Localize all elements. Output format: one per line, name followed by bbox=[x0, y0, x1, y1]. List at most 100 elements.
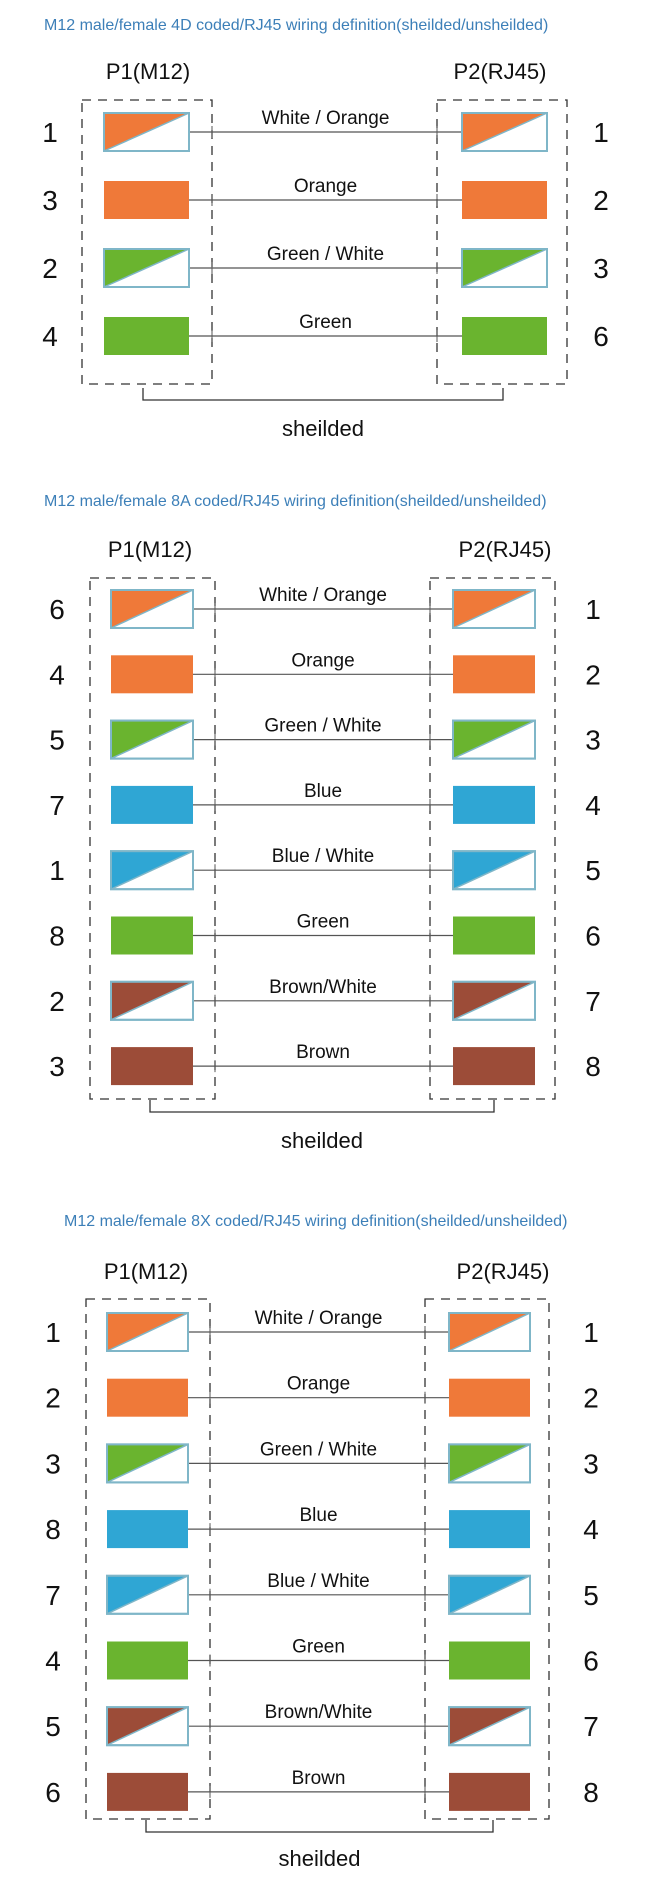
left-pin-swatch bbox=[106, 1312, 189, 1352]
swatch-diagonal bbox=[110, 981, 194, 1021]
left-pin-number: 1 bbox=[49, 855, 65, 886]
right-pin-number: 3 bbox=[583, 1448, 599, 1479]
right-pin-swatch bbox=[452, 589, 536, 629]
left-pin-swatch bbox=[103, 248, 190, 288]
wire-row: 2 3 Green / White bbox=[42, 244, 609, 288]
right-connector-box bbox=[436, 99, 568, 385]
right-pin-swatch bbox=[449, 1510, 530, 1549]
swatch-border bbox=[106, 1443, 189, 1484]
swatch-solid bbox=[107, 1772, 188, 1811]
swatch-border bbox=[110, 850, 194, 891]
wire-row: 4 2 Orange bbox=[49, 650, 601, 694]
swatch-diagonal bbox=[106, 1443, 189, 1484]
wire-label: Green / White bbox=[264, 716, 381, 737]
left-pin-number: 4 bbox=[42, 321, 58, 352]
right-pin-swatch bbox=[453, 785, 535, 824]
wire-label: Brown/White bbox=[265, 1702, 373, 1723]
shield-label: sheilded bbox=[279, 1846, 361, 1871]
wire-row: 1 1 White / Orange bbox=[45, 1308, 599, 1352]
swatch-diagonal bbox=[448, 1443, 531, 1484]
diagram-1: M12 male/female 4D coded/RJ45 wiring def… bbox=[42, 17, 609, 441]
left-pin-number: 2 bbox=[49, 986, 65, 1017]
swatch-solid bbox=[449, 1772, 530, 1811]
wire-row: 7 5 Blue / White bbox=[45, 1571, 599, 1615]
wire-row: 3 8 Brown bbox=[49, 1042, 601, 1086]
left-connector-box bbox=[81, 99, 213, 385]
wire-label: Orange bbox=[291, 650, 354, 671]
shield-bracket bbox=[145, 1820, 494, 1833]
left-pin-swatch bbox=[110, 980, 194, 1021]
right-connector-label: P2(RJ45) bbox=[454, 59, 547, 84]
swatch-solid bbox=[453, 916, 535, 955]
diagram-3: M12 male/female 8X coded/RJ45 wiring def… bbox=[45, 1213, 599, 1871]
left-pin-number: 7 bbox=[49, 790, 65, 821]
shield-bracket bbox=[142, 388, 504, 401]
swatch-solid bbox=[449, 1510, 530, 1549]
right-pin-swatch bbox=[461, 248, 548, 288]
left-pin-swatch bbox=[110, 850, 194, 891]
swatch-diagonal bbox=[448, 1312, 531, 1352]
wire-label: Green bbox=[299, 312, 352, 333]
right-pin-swatch bbox=[453, 1047, 535, 1086]
right-pin-swatch bbox=[449, 1772, 530, 1811]
swatch-border bbox=[452, 589, 536, 629]
left-pin-number: 2 bbox=[42, 253, 58, 284]
right-pin-number: 6 bbox=[585, 921, 601, 952]
right-connector-label: P2(RJ45) bbox=[459, 537, 552, 562]
right-pin-number: 1 bbox=[593, 117, 609, 148]
diagram-2: M12 male/female 8A coded/RJ45 wiring def… bbox=[44, 493, 601, 1153]
swatch-solid bbox=[453, 655, 535, 694]
wire-row: 1 1 White / Orange bbox=[42, 108, 609, 152]
swatch-diagonal bbox=[106, 1706, 189, 1746]
swatch-border bbox=[448, 1312, 531, 1352]
swatch-diagonal bbox=[452, 981, 536, 1021]
left-pin-number: 8 bbox=[45, 1514, 61, 1545]
diagram-title: M12 male/female 4D coded/RJ45 wiring def… bbox=[44, 17, 548, 34]
right-pin-swatch bbox=[453, 916, 535, 955]
swatch-solid bbox=[107, 1641, 188, 1680]
right-pin-swatch bbox=[462, 181, 547, 219]
left-pin-number: 2 bbox=[45, 1383, 61, 1414]
wire-label: White / Orange bbox=[259, 585, 387, 606]
swatch-diagonal bbox=[106, 1312, 189, 1352]
left-pin-swatch bbox=[106, 1574, 189, 1615]
swatch-border bbox=[452, 980, 536, 1021]
wire-row: 8 6 Green bbox=[49, 912, 601, 955]
swatch-solid bbox=[111, 1047, 193, 1086]
left-connector-label: P1(M12) bbox=[104, 1259, 188, 1284]
swatch-diagonal bbox=[106, 1575, 189, 1615]
swatch-diagonal bbox=[110, 850, 194, 890]
swatch-border bbox=[110, 719, 194, 760]
left-pin-swatch bbox=[111, 785, 193, 824]
left-pin-swatch bbox=[111, 916, 193, 955]
swatch-border bbox=[106, 1706, 189, 1747]
right-pin-number: 2 bbox=[593, 185, 609, 216]
swatch-border bbox=[448, 1574, 531, 1615]
swatch-solid bbox=[104, 181, 189, 219]
swatch-diagonal bbox=[452, 719, 536, 760]
right-connector-box bbox=[429, 577, 556, 1100]
left-pin-number: 8 bbox=[49, 921, 65, 952]
left-pin-number: 3 bbox=[45, 1448, 61, 1479]
wire-label: Blue / White bbox=[267, 1571, 369, 1592]
wire-label: White / Orange bbox=[255, 1308, 383, 1329]
wire-row: 6 8 Brown bbox=[45, 1768, 599, 1811]
right-pin-number: 7 bbox=[583, 1711, 599, 1742]
left-pin-swatch bbox=[110, 719, 194, 760]
swatch-diagonal bbox=[103, 248, 190, 288]
right-pin-swatch bbox=[452, 719, 536, 760]
swatch-border bbox=[103, 112, 190, 152]
swatch-solid bbox=[111, 655, 193, 694]
swatch-solid bbox=[449, 1378, 530, 1417]
left-pin-swatch bbox=[106, 1706, 189, 1747]
swatch-solid bbox=[111, 785, 193, 824]
right-pin-number: 4 bbox=[585, 790, 601, 821]
left-connector-box bbox=[85, 1298, 211, 1820]
right-pin-number: 2 bbox=[585, 659, 601, 690]
swatch-diagonal bbox=[110, 589, 194, 629]
shield-bracket bbox=[149, 1100, 495, 1113]
right-connector-label: P2(RJ45) bbox=[457, 1259, 550, 1284]
wire-label: Brown bbox=[292, 1768, 346, 1789]
right-pin-swatch bbox=[449, 1378, 530, 1417]
